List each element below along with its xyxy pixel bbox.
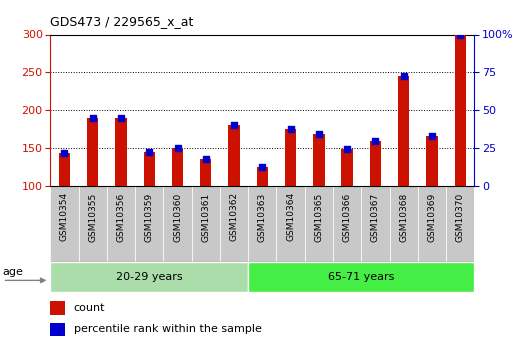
Bar bbox=[135, 186, 163, 262]
Point bbox=[230, 122, 239, 128]
Text: GSM10368: GSM10368 bbox=[399, 193, 408, 242]
Point bbox=[258, 164, 267, 169]
Point bbox=[315, 131, 323, 137]
Point bbox=[173, 145, 182, 150]
Bar bbox=[398, 76, 409, 186]
Bar bbox=[50, 302, 65, 315]
Bar bbox=[192, 186, 220, 262]
Text: 20-29 years: 20-29 years bbox=[116, 272, 183, 282]
Text: GSM10360: GSM10360 bbox=[173, 193, 182, 242]
Point bbox=[117, 115, 125, 121]
Text: GSM10366: GSM10366 bbox=[343, 193, 351, 242]
Text: GSM10356: GSM10356 bbox=[117, 193, 126, 242]
Bar bbox=[257, 167, 268, 186]
Point bbox=[60, 150, 69, 156]
Point bbox=[286, 127, 295, 132]
Bar bbox=[78, 186, 107, 262]
Bar bbox=[50, 323, 65, 336]
Text: count: count bbox=[74, 303, 105, 313]
Bar bbox=[248, 262, 474, 292]
Point bbox=[89, 115, 97, 121]
Bar bbox=[426, 136, 438, 186]
Text: GSM10369: GSM10369 bbox=[428, 193, 436, 242]
Text: percentile rank within the sample: percentile rank within the sample bbox=[74, 324, 261, 334]
Bar bbox=[285, 129, 296, 186]
Bar bbox=[361, 186, 390, 262]
Point bbox=[201, 156, 210, 162]
Text: GDS473 / 229565_x_at: GDS473 / 229565_x_at bbox=[50, 14, 194, 28]
Bar bbox=[277, 186, 305, 262]
Point bbox=[456, 32, 464, 37]
Bar bbox=[172, 148, 183, 186]
Bar bbox=[341, 149, 353, 186]
Bar bbox=[390, 186, 418, 262]
Bar bbox=[107, 186, 135, 262]
Text: GSM10363: GSM10363 bbox=[258, 193, 267, 242]
Point bbox=[343, 146, 351, 152]
Bar bbox=[313, 134, 324, 186]
Bar bbox=[87, 118, 99, 186]
Text: GSM10354: GSM10354 bbox=[60, 193, 69, 242]
Bar bbox=[418, 186, 446, 262]
Point bbox=[145, 149, 154, 155]
Point bbox=[371, 138, 379, 144]
Bar bbox=[116, 118, 127, 186]
Bar bbox=[200, 159, 211, 186]
Text: GSM10365: GSM10365 bbox=[314, 193, 323, 242]
Bar bbox=[305, 186, 333, 262]
Bar bbox=[50, 262, 248, 292]
Text: GSM10361: GSM10361 bbox=[201, 193, 210, 242]
Bar bbox=[220, 186, 248, 262]
Text: GSM10362: GSM10362 bbox=[229, 193, 239, 242]
Text: GSM10355: GSM10355 bbox=[89, 193, 97, 242]
Text: 65-71 years: 65-71 years bbox=[328, 272, 394, 282]
Bar bbox=[370, 141, 381, 186]
Bar bbox=[59, 153, 70, 186]
Point bbox=[400, 73, 408, 79]
Bar bbox=[228, 125, 240, 186]
Text: GSM10370: GSM10370 bbox=[456, 193, 465, 242]
Point bbox=[428, 134, 436, 139]
Bar bbox=[248, 186, 277, 262]
Bar bbox=[163, 186, 192, 262]
Bar bbox=[455, 34, 466, 186]
Bar bbox=[144, 152, 155, 186]
Text: GSM10364: GSM10364 bbox=[286, 193, 295, 242]
Text: age: age bbox=[3, 267, 23, 277]
Text: GSM10367: GSM10367 bbox=[371, 193, 380, 242]
Text: GSM10359: GSM10359 bbox=[145, 193, 154, 242]
Bar bbox=[446, 186, 474, 262]
Bar bbox=[50, 186, 78, 262]
Bar bbox=[333, 186, 361, 262]
